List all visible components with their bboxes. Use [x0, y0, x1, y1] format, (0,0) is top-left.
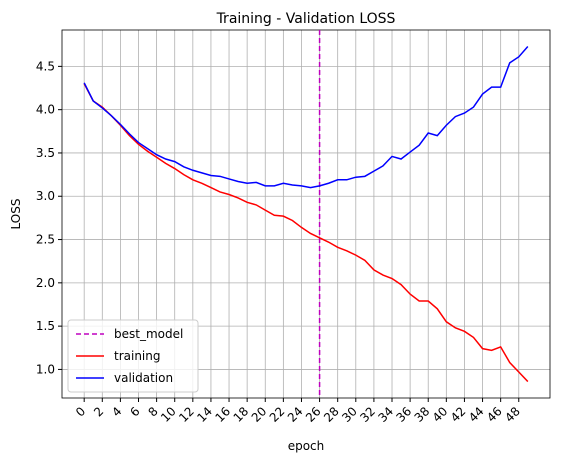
plot-frame	[61, 29, 551, 399]
y-tick-label: 1.5	[36, 319, 55, 333]
x-axis-label: epoch	[288, 439, 325, 453]
y-tick-label: 4.0	[36, 103, 55, 117]
data-line	[83, 45, 529, 189]
x-tick-label: 2	[91, 404, 106, 419]
y-tick-label: 2.5	[36, 233, 55, 247]
x-tick-label: 0	[73, 404, 88, 419]
legend-label: best_model	[114, 327, 183, 341]
x-tick-label: 4	[109, 404, 124, 419]
y-tick-label: 3.5	[36, 146, 55, 160]
x-tick-label: 8	[145, 404, 160, 419]
chart-title: Training - Validation LOSS	[216, 11, 396, 27]
legend-box	[67, 319, 199, 393]
y-tick-label: 1.0	[36, 362, 55, 376]
y-tick-label: 2.0	[36, 276, 55, 290]
y-axis-label: LOSS	[9, 199, 23, 230]
data-line	[83, 83, 529, 383]
legend-label: training	[114, 349, 161, 363]
x-tick-label: 6	[127, 404, 142, 419]
legend-label: validation	[114, 371, 173, 385]
y-tick-label: 3.0	[36, 189, 55, 203]
y-tick-label: 4.5	[36, 59, 55, 73]
x-tick-label: 48	[502, 404, 523, 425]
